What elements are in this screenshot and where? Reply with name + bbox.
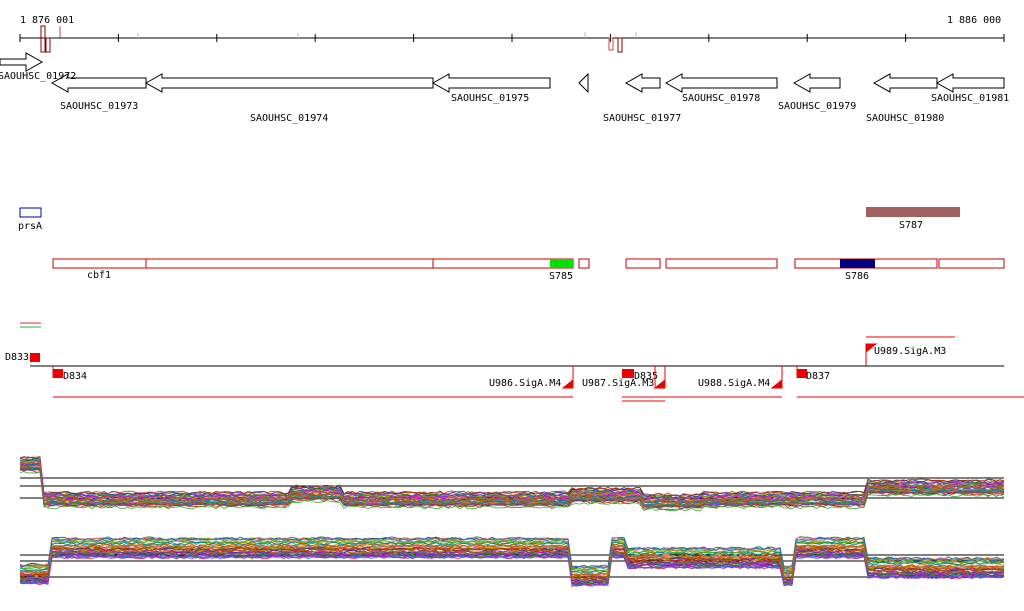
- expression-profile-line: [19, 554, 1005, 587]
- gene-label-01975: SAOUHSC_01975: [451, 93, 529, 104]
- expression-profile-line: [19, 554, 1005, 586]
- expression-profile-line: [19, 554, 1005, 587]
- gene-arrow-01981[interactable]: [935, 73, 1005, 93]
- gene-label-01974: SAOUHSC_01974: [250, 113, 328, 124]
- expression-profile-line: [19, 555, 1005, 588]
- gene-arrow-01980[interactable]: [872, 73, 938, 93]
- expression-profile-line: [19, 555, 1005, 587]
- annotation-track: prsA S787 cbf1 S785 S786: [18, 207, 1005, 282]
- U986-flag[interactable]: [561, 378, 574, 389]
- ruler-ticks: [19, 34, 1005, 42]
- S785-bar[interactable]: [550, 259, 573, 268]
- cbf1-label: cbf1: [87, 270, 111, 281]
- D835-label: D835: [634, 371, 658, 382]
- gene-labels: SAOUHSC_01972 SAOUHSC_01973 SAOUHSC_0197…: [0, 71, 1009, 124]
- gene-arrow-01974[interactable]: [144, 73, 434, 93]
- expression-profile-line: [19, 551, 1005, 584]
- ruler-marker: [40, 25, 46, 53]
- expression-profile-line: [19, 536, 1005, 569]
- U987-label: U987.SigA.M3: [582, 378, 654, 389]
- coordinate-ruler: 1 876 001 1 886 000: [19, 15, 1005, 53]
- expression-profile-line: [19, 539, 1005, 572]
- feature-track: D833 D834 D835 D837 U986.SigA.M4 U987.Si…: [5, 336, 1024, 402]
- expression-profile-line: [19, 549, 1005, 582]
- legend-lines: [20, 322, 41, 328]
- D833-box[interactable]: [30, 353, 40, 362]
- expression-profile-line: [19, 471, 1005, 512]
- D837-label: D837: [806, 371, 830, 382]
- expression-profile-line: [19, 456, 1005, 497]
- S787-label: S787: [899, 220, 923, 231]
- expression-profile-line: [19, 466, 1005, 507]
- gene-arrow-01978[interactable]: [664, 73, 778, 93]
- S785-label: S785: [549, 271, 573, 282]
- U988-label: U988.SigA.M4: [698, 378, 770, 389]
- annotation-box[interactable]: [938, 258, 1005, 269]
- U989-label: U989.SigA.M3: [874, 346, 946, 357]
- gene-arrow-01979[interactable]: [792, 73, 841, 93]
- expression-profile-line: [19, 461, 1005, 503]
- gene-label-01981: SAOUHSC_01981: [931, 93, 1009, 104]
- ruler-end-label: 1 886 000: [947, 15, 1001, 26]
- expression-track-upper: [19, 456, 1005, 512]
- annotation-box[interactable]: [625, 258, 661, 269]
- annotation-box[interactable]: [145, 258, 434, 269]
- gene-label-01972: SAOUHSC_01972: [0, 71, 76, 82]
- U986-label: U986.SigA.M4: [489, 378, 561, 389]
- gene-label-01977: SAOUHSC_01977: [603, 113, 681, 124]
- ruler-marker: [617, 37, 623, 53]
- gene-track: [0, 52, 1005, 94]
- D833-label: D833: [5, 352, 29, 363]
- U988-flag[interactable]: [770, 378, 783, 389]
- expression-profile-line: [19, 463, 1005, 505]
- S787-bar[interactable]: [866, 207, 960, 217]
- expression-profile-line: [19, 547, 1005, 580]
- gene-arrow-small[interactable]: [578, 72, 589, 94]
- D837-box[interactable]: [797, 369, 807, 378]
- annotation-box[interactable]: [665, 258, 778, 269]
- expression-profile-line: [19, 544, 1005, 576]
- D835-box[interactable]: [622, 369, 634, 378]
- gene-arrow-01977[interactable]: [624, 73, 661, 93]
- ruler-marker: [608, 37, 614, 51]
- ruler-marker: [45, 37, 51, 53]
- expression-profile-line: [19, 537, 1005, 570]
- expression-profile-line: [19, 458, 1005, 499]
- gene-arrow-01975[interactable]: [431, 73, 551, 93]
- expression-profile-line: [19, 551, 1005, 584]
- U989-flag[interactable]: [865, 343, 878, 354]
- gene-label-01973: SAOUHSC_01973: [60, 101, 138, 112]
- gene-label-01978: SAOUHSC_01978: [682, 93, 760, 104]
- S786-label: S786: [845, 271, 869, 282]
- gene-arrow-01972[interactable]: [0, 52, 44, 72]
- expression-track-lower: [19, 536, 1005, 588]
- D834-box[interactable]: [53, 369, 63, 378]
- S786-bar[interactable]: [840, 259, 875, 268]
- prsA-label: prsA: [18, 221, 42, 232]
- gene-label-01979: SAOUHSC_01979: [778, 101, 856, 112]
- ruler-start-label: 1 876 001: [20, 15, 74, 26]
- annotation-box[interactable]: [578, 258, 590, 269]
- gene-label-01980: SAOUHSC_01980: [866, 113, 944, 124]
- cbf1-box[interactable]: [52, 258, 147, 269]
- prsA-box[interactable]: [19, 207, 42, 218]
- expression-profile-line: [19, 467, 1004, 508]
- D834-label: D834: [63, 371, 87, 382]
- expression-profile-line: [19, 456, 1005, 497]
